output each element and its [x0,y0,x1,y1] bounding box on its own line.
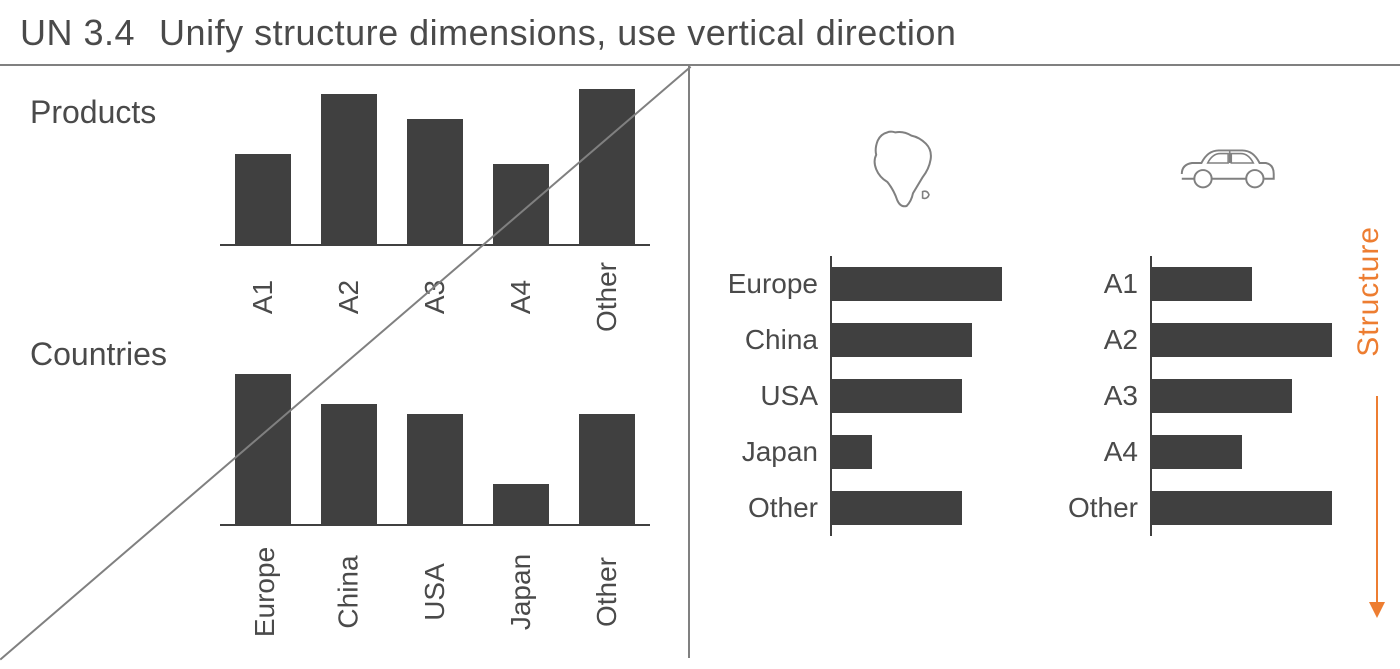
vbar-col [478,164,564,244]
vbar [493,164,549,244]
vbar-col [220,154,306,244]
hrow: A3 [1040,368,1332,424]
hbar-track [1150,256,1252,312]
hbar [832,435,872,469]
header-title: Unify structure dimensions, use vertical… [159,12,956,53]
car-icon [1170,141,1280,196]
hrow-label: Japan [720,436,830,468]
africa-icon [855,126,955,214]
hrow-label: Other [720,492,830,524]
hbar-track [830,368,962,424]
hrow: Japan [720,424,1002,480]
header-code: UN 3.4 [20,12,135,53]
hrow-label: A1 [1040,268,1150,300]
hrow: Other [720,480,1002,536]
hbar [832,323,972,357]
countries-labels: Europe China USA Japan Other [220,576,650,608]
vbar [579,89,635,244]
vbar-label: A4 [505,280,537,314]
vbar-label-col: China [306,576,392,608]
hbar-track [830,424,872,480]
vbar-col [220,374,306,524]
right-countries-chart: Europe China USA Japan Other [720,256,1002,536]
vbar-label: A1 [247,280,279,314]
products-label: Products [30,94,156,131]
vbar-label-col: Europe [220,576,306,608]
vbar-col [392,414,478,524]
hrow-label: China [720,324,830,356]
hbar [832,267,1002,301]
vbar [493,484,549,524]
hbar [832,491,962,525]
hbar-track [1150,368,1292,424]
hrow-label: A3 [1040,380,1150,412]
hrow: China [720,312,1002,368]
vbar-col [564,414,650,524]
vbar-label-col: Other [564,281,650,313]
hrow-label: A2 [1040,324,1150,356]
vbar-label: Other [591,262,623,332]
page-header: UN 3.4 Unify structure dimensions, use ve… [0,0,1400,64]
hrow: Other [1040,480,1332,536]
products-chart [220,86,650,246]
countries-label: Countries [30,336,167,373]
hbar [1152,491,1332,525]
hrow-label: Europe [720,268,830,300]
hrow: A4 [1040,424,1332,480]
right-panel: Europe China USA Japan Other [690,66,1400,658]
structure-arrow-icon [1376,396,1378,616]
hrow-label: USA [720,380,830,412]
vbar-label-col: A1 [220,281,306,313]
countries-chart [220,366,650,526]
structure-label: Structure [1352,226,1386,357]
hbar [832,379,962,413]
vbar-label-col: Japan [478,576,564,608]
hrow-label: Other [1040,492,1150,524]
hbar [1152,435,1242,469]
hbar-track [1150,480,1332,536]
vbar-label-col: USA [392,576,478,608]
hrow: Europe [720,256,1002,312]
vbar-label: USA [419,563,451,621]
vbar-label: A2 [333,280,365,314]
vbar [579,414,635,524]
hrow: A2 [1040,312,1332,368]
left-panel: Products A1 A2 A3 A4 Other Countries Eu [0,66,690,658]
vbar [407,414,463,524]
vbar-col [306,404,392,524]
hbar-track [830,312,972,368]
vbar-col [478,484,564,524]
right-products-chart: A1 A2 A3 A4 Other [1040,256,1332,536]
vbar-label: China [333,555,365,628]
content: Products A1 A2 A3 A4 Other Countries Eu [0,66,1400,658]
hbar [1152,379,1292,413]
hrow: A1 [1040,256,1332,312]
hbar-track [830,480,962,536]
vbar-label: Japan [505,554,537,630]
vbar [321,94,377,244]
vbar-col [392,119,478,244]
vbar [235,154,291,244]
vbar-label: Other [591,557,623,627]
vbar-label-col: A4 [478,281,564,313]
hbar-track [1150,312,1332,368]
hrow: USA [720,368,1002,424]
vbar [321,404,377,524]
vbar-col [306,94,392,244]
hbar [1152,323,1332,357]
vbar-label: Europe [249,547,281,637]
hbar-track [830,256,1002,312]
hrow-label: A4 [1040,436,1150,468]
vbar-label-col: Other [564,576,650,608]
hbar [1152,267,1252,301]
vbar [407,119,463,244]
hbar-track [1150,424,1242,480]
vbar-label-col: A2 [306,281,392,313]
